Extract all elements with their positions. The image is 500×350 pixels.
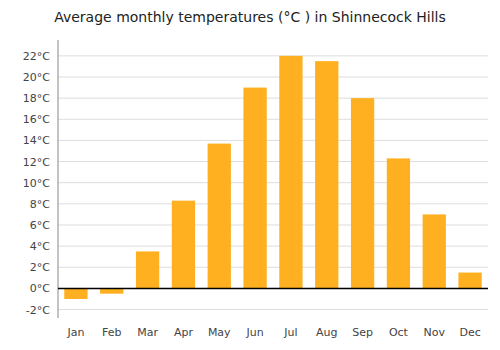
x-tick-label: Jun [245,326,263,339]
y-tick-label: 18°C [23,92,50,105]
bar [279,56,302,289]
bar [64,288,87,299]
y-tick-label: 8°C [30,198,50,211]
bar [423,214,446,288]
grid-line [58,119,488,120]
y-tick-label: 16°C [23,113,50,126]
grid-line [58,182,488,183]
grid-line [58,203,488,204]
x-tick-label: Jul [283,326,297,339]
x-tick-label: Apr [174,326,194,339]
x-tick-label: Sep [352,326,373,339]
title: Average monthly temperatures (°C ) in Sh… [54,9,446,25]
x-tick-label: Dec [459,326,480,339]
bar [208,144,231,289]
bars [64,56,481,299]
zero-line [58,288,488,290]
bar [315,61,338,288]
grid-line [58,55,488,56]
x-tick-label: Oct [389,326,409,339]
y-tick-label: 12°C [23,156,50,169]
y-tick-label: 14°C [23,134,50,147]
y-tick-label: 0°C [30,282,50,295]
x-tick-label: Mar [137,326,158,339]
y-tick-label: 6°C [30,219,50,232]
y-tick-label: 10°C [23,177,50,190]
bar [172,201,195,289]
x-tick-label: Nov [424,326,446,339]
x-tick-label: Jan [66,326,84,339]
x-tick-label: May [208,326,231,339]
x-tick-label: Aug [316,326,337,339]
bar [100,288,123,293]
grid [58,56,488,310]
grid-line [58,98,488,99]
y-tick-label: -2°C [26,304,50,317]
bar [351,98,374,288]
y-tick-label: 20°C [23,71,50,84]
grid-line [58,161,488,162]
y-tick-label: 2°C [30,261,50,274]
bar [136,251,159,288]
chart: Average monthly temperatures (°C ) in Sh… [0,0,500,350]
y-axis-line [58,40,59,318]
grid-line [58,76,488,77]
y-tick-label: 22°C [23,50,50,63]
bar [243,88,266,289]
bar [387,158,410,288]
x-tick-label: Feb [102,326,121,339]
bar [458,273,481,289]
grid-line [58,140,488,141]
grid-line [58,288,488,289]
grid-line [58,309,488,310]
y-tick-label: 4°C [30,240,50,253]
